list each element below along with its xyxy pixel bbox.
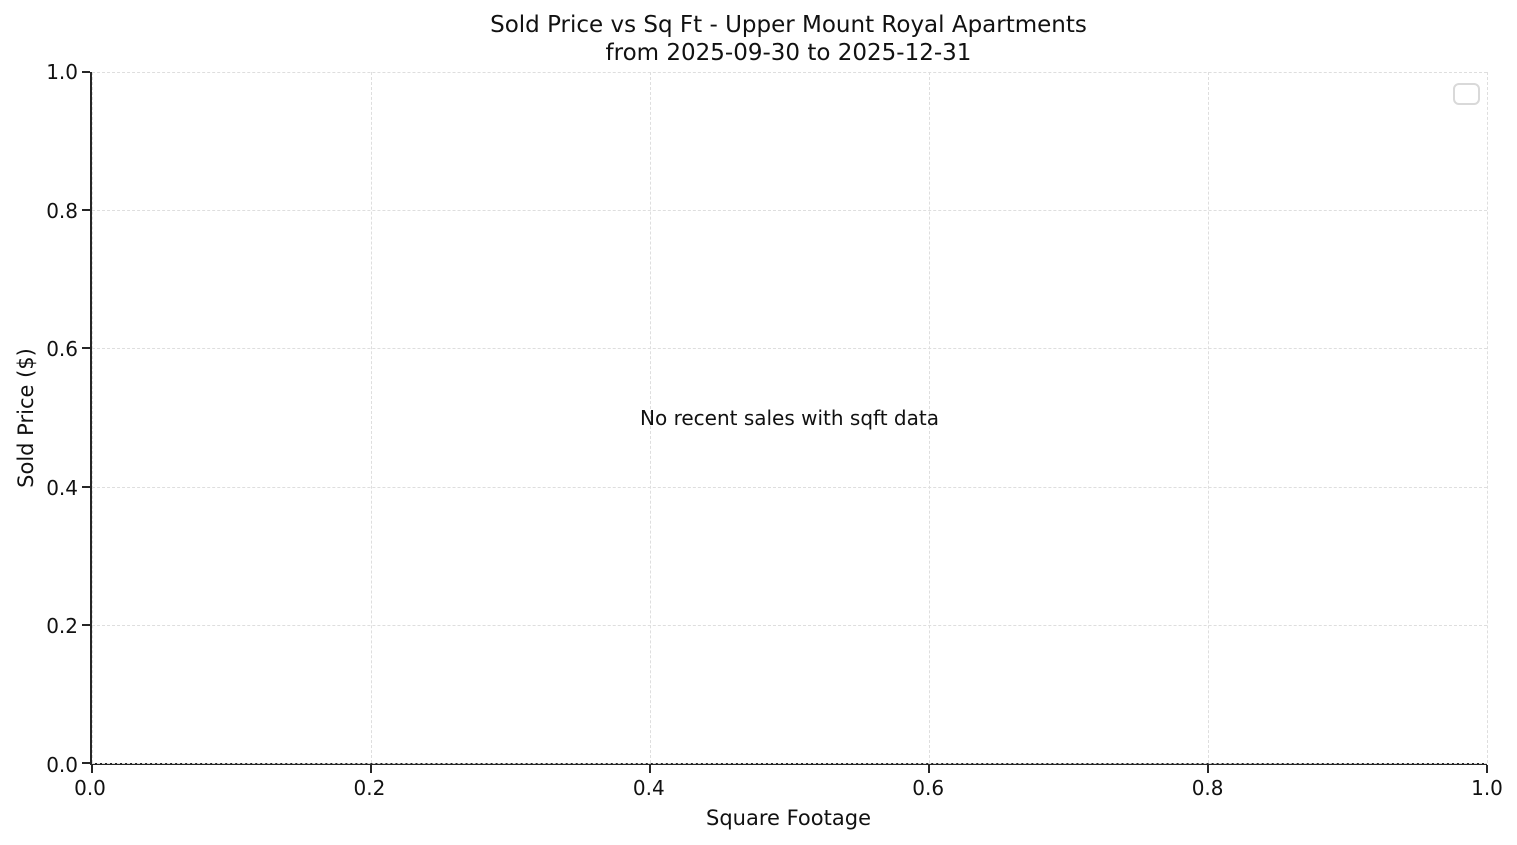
y-gridline [92, 624, 1487, 626]
plot-area: No recent sales with sqft data [82, 71, 1488, 773]
chart-title-line2: from 2025-09-30 to 2025-12-31 [605, 40, 972, 66]
x-tick-label: 0.2 [353, 776, 386, 800]
y-tick-mark [82, 347, 90, 350]
y-tick-mark [82, 485, 90, 488]
y-tick-label: 0.2 [46, 614, 78, 639]
y-tick-labels: 0.0 0.2 0.4 0.6 0.8 1.0 [0, 60, 78, 777]
y-gridline [92, 210, 1487, 212]
x-gridline [1208, 72, 1209, 763]
x-tick-label: 0.8 [1191, 776, 1224, 800]
y-gridline [92, 763, 1487, 764]
chart-title-line1: Sold Price vs Sq Ft - Upper Mount Royal … [490, 12, 1087, 38]
y-gridline [92, 486, 1487, 488]
x-tick-label: 1.0 [1471, 776, 1503, 800]
y-tick-label: 1.0 [46, 60, 78, 84]
x-tick-mark [1486, 765, 1488, 773]
y-tick-label: 0.4 [46, 475, 78, 500]
y-tick-mark [82, 71, 90, 73]
x-gridline [1487, 72, 1488, 763]
y-gridline [92, 72, 1487, 73]
x-tick-label: 0.0 [74, 776, 106, 800]
x-tick-labels: 0.0 0.2 0.4 0.6 0.8 1.0 [74, 776, 1503, 802]
chart-title: Sold Price vs Sq Ft - Upper Mount Royal … [90, 11, 1487, 67]
x-gridline [92, 72, 93, 763]
y-tick-label: 0.8 [46, 198, 78, 223]
y-tick-label: 0.6 [46, 337, 78, 362]
y-gridline [92, 348, 1487, 350]
x-tick-label: 0.6 [912, 776, 945, 800]
x-tick-mark [928, 765, 930, 773]
x-gridline [371, 72, 372, 763]
legend-box [1453, 83, 1480, 105]
y-tick-label: 0.0 [46, 753, 78, 777]
x-tick-mark [370, 765, 372, 773]
x-tick-label: 0.4 [632, 776, 665, 800]
x-tick-mark [1207, 765, 1209, 773]
y-tick-mark [82, 623, 90, 626]
y-tick-mark [82, 762, 90, 764]
x-tick-mark [91, 765, 93, 773]
y-tick-mark [82, 209, 90, 212]
x-tick-mark [649, 765, 651, 773]
no-data-annotation: No recent sales with sqft data [640, 405, 939, 430]
x-axis-label: Square Footage [706, 806, 871, 830]
